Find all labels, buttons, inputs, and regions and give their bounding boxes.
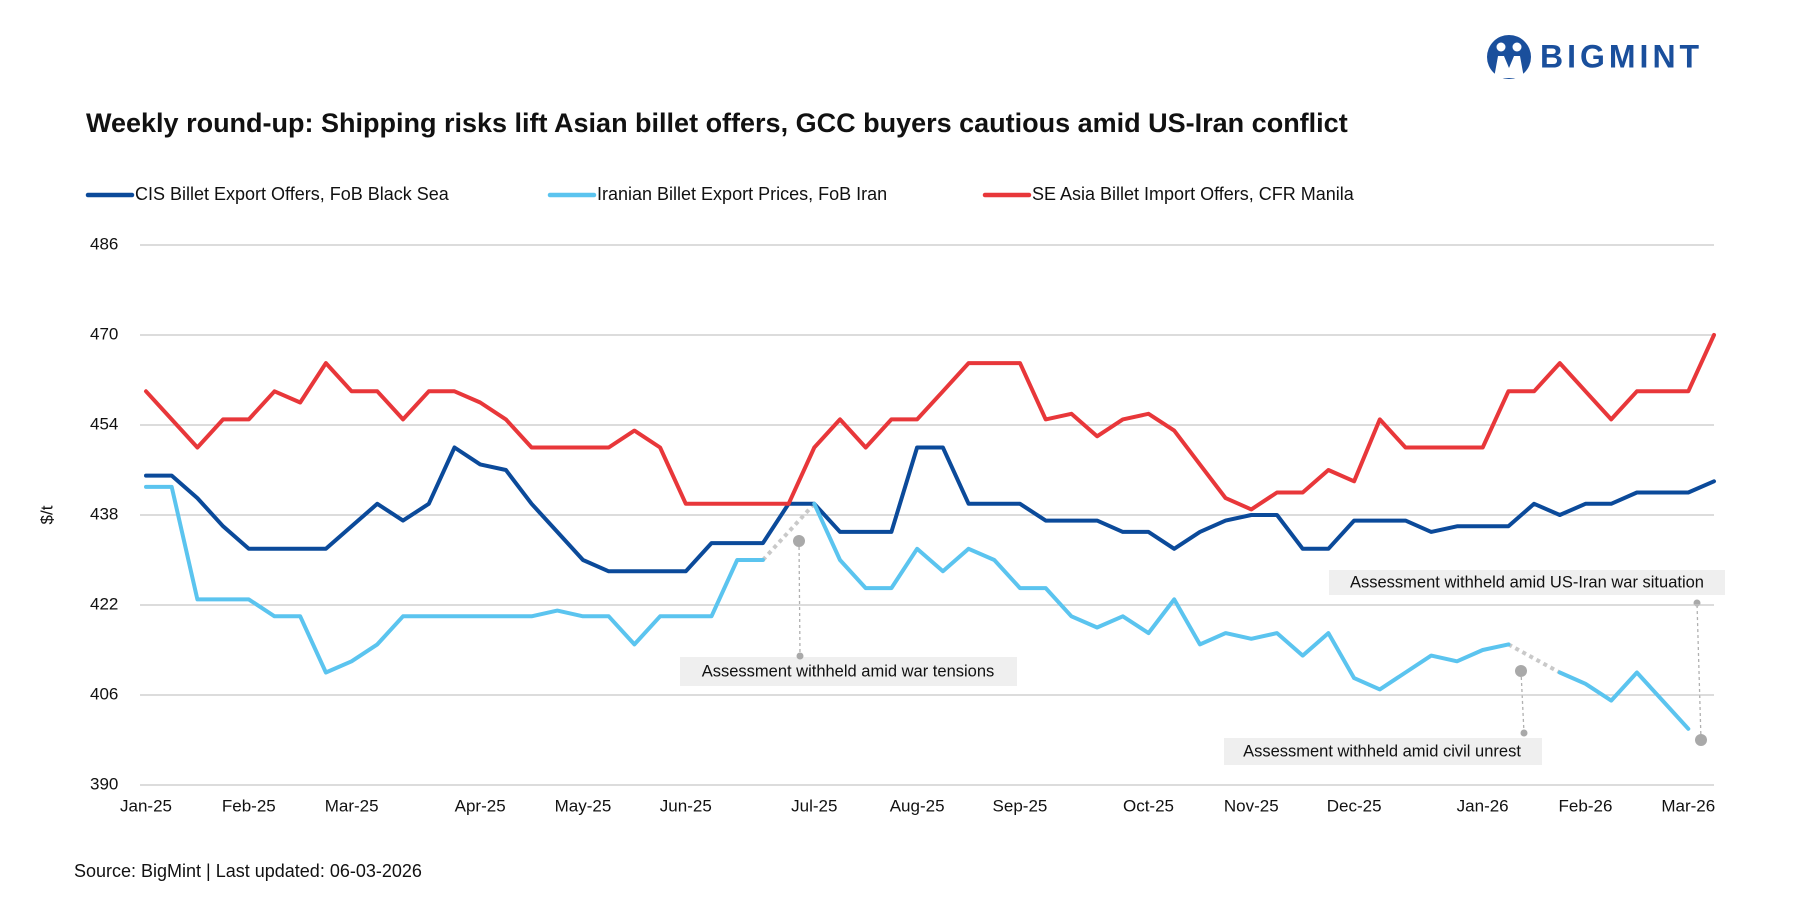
legend-label: SE Asia Billet Import Offers, CFR Manila: [1032, 184, 1355, 204]
x-tick-label: Oct-25: [1123, 796, 1174, 815]
y-tick-label: 486: [90, 234, 118, 253]
annotation: Assessment withheld amid civil unrest: [1243, 742, 1521, 760]
annotation-leaders: [798, 540, 1702, 741]
x-tick-label: Mar-25: [325, 796, 379, 815]
annotation-dot: [793, 535, 805, 547]
legend-label: Iranian Billet Export Prices, FoB Iran: [597, 184, 887, 204]
chart-title: Weekly round-up: Shipping risks lift Asi…: [86, 108, 1348, 138]
series-line: [144, 333, 1716, 512]
annotation-leader: [1520, 670, 1525, 734]
x-tick-label: Sep-25: [993, 796, 1048, 815]
x-tick-label: Jan-25: [120, 796, 172, 815]
y-tick-label: 422: [90, 594, 118, 613]
y-tick-label: 390: [90, 774, 118, 793]
annotation: Assessment withheld amid war tensions: [702, 662, 995, 680]
annotation-box: [1224, 738, 1542, 765]
x-tick-label: Feb-26: [1559, 796, 1613, 815]
logo-icon-figure: [1494, 56, 1524, 78]
x-tick-label: Jun-25: [660, 796, 712, 815]
annotation-dot: [1515, 665, 1527, 677]
x-tick-label: Feb-25: [222, 796, 276, 815]
logo-icon-dot: [1512, 42, 1522, 52]
y-tick-label: 406: [90, 684, 118, 703]
x-tick-label: Aug-25: [890, 796, 945, 815]
annotation-leader: [1696, 602, 1702, 741]
annotation-dot: [1520, 729, 1528, 737]
series-line: [144, 484, 1691, 731]
x-tick-label: Jul-25: [791, 796, 837, 815]
y-tick-label: 438: [90, 504, 118, 523]
y-tick-label: 470: [90, 324, 118, 343]
annotation-box: [680, 657, 1017, 686]
legend-label: CIS Billet Export Offers, FoB Black Sea: [135, 184, 450, 204]
logo-text: BIGMINT: [1540, 38, 1703, 74]
annotation-dot: [796, 652, 804, 660]
annotation-leader: [798, 540, 801, 657]
logo-icon-dot: [1496, 42, 1506, 52]
withheld-gap: [1507, 642, 1561, 675]
logo: BIGMINT: [1487, 35, 1703, 79]
x-tick-label: Dec-25: [1327, 796, 1382, 815]
annotation-box: [1329, 570, 1725, 595]
x-tick-label: Mar-26: [1661, 796, 1715, 815]
annotation-dot: [1695, 734, 1707, 746]
x-tick-label: Nov-25: [1224, 796, 1279, 815]
y-axis-label: $/t: [37, 505, 56, 524]
x-tick-label: Apr-25: [455, 796, 506, 815]
x-tick-label: Jan-26: [1457, 796, 1509, 815]
series-line: [144, 445, 1716, 574]
x-tick-label: May-25: [555, 796, 612, 815]
source-note: Source: BigMint | Last updated: 06-03-20…: [74, 861, 422, 881]
y-tick-label: 454: [90, 414, 118, 433]
annotation: Assessment withheld amid US-Iran war sit…: [1350, 573, 1704, 591]
